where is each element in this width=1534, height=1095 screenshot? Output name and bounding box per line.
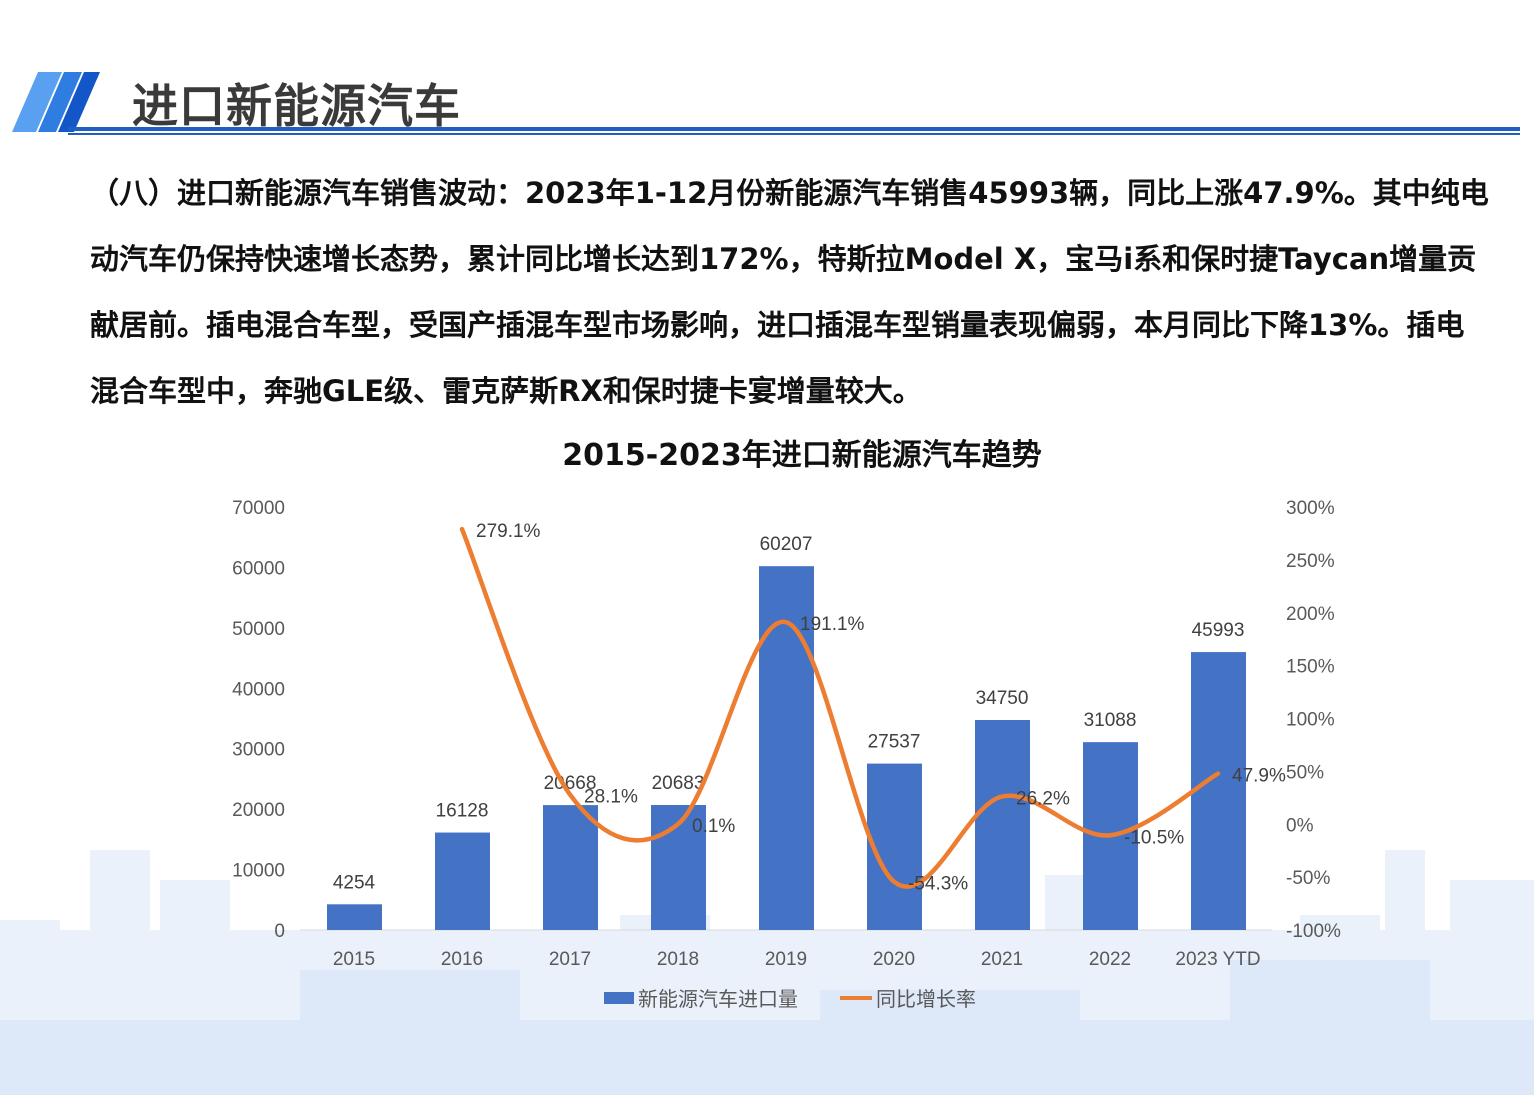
bar: [543, 805, 598, 930]
bar-data-label: 20668: [544, 773, 597, 794]
header-stripes-icon: [12, 72, 100, 132]
x-tick-label: 2019: [765, 949, 807, 970]
y-left-tick-label: 60000: [232, 558, 285, 579]
bar-data-label: 34750: [976, 688, 1029, 709]
summary-paragraph: （八）进口新能源汽车销售波动：2023年1-12月份新能源汽车销售45993辆，…: [90, 176, 1489, 408]
bar-data-label: 4254: [333, 872, 376, 893]
growth-rate-line: [459, 526, 1221, 889]
y-left-tick-label: 30000: [232, 740, 285, 761]
bar-data-label: 31088: [1084, 710, 1137, 731]
x-tick-label: 2023 YTD: [1175, 949, 1260, 970]
y-right-tick-label: -50%: [1286, 868, 1330, 889]
bar-data-label: 60207: [760, 534, 813, 555]
y-right-tick-label: 100%: [1286, 710, 1335, 731]
x-tick-label: 2018: [657, 949, 699, 970]
bar-data-label: 16128: [436, 801, 489, 822]
y-left-tick-label: 50000: [232, 619, 285, 640]
legend-line-label: 同比增长率: [876, 987, 976, 1011]
bar: [435, 832, 490, 930]
line-data-label: -54.3%: [908, 874, 968, 895]
header-underline: [68, 127, 1520, 131]
x-tick-label: 2017: [549, 949, 591, 970]
line-data-label: 279.1%: [476, 521, 541, 542]
line-data-label: 28.1%: [584, 787, 638, 808]
bar-data-label: 45993: [1192, 620, 1245, 641]
bar-data-label: 27537: [868, 732, 921, 753]
y-right-tick-label: 200%: [1286, 604, 1335, 625]
x-tick-label: 2022: [1089, 949, 1131, 970]
line-data-label: -10.5%: [1124, 827, 1184, 848]
y-right-tick-label: 300%: [1286, 498, 1335, 519]
y-left-tick-label: 0: [274, 921, 285, 942]
x-tick-label: 2021: [981, 949, 1023, 970]
bar-data-label: 20683: [652, 773, 705, 794]
line-data-label: 0.1%: [692, 816, 735, 837]
bar: [975, 720, 1030, 930]
y-right-tick-label: 0%: [1286, 815, 1314, 836]
y-right-tick-label: 50%: [1286, 762, 1324, 783]
x-tick-label: 2016: [441, 949, 483, 970]
y-left-tick-label: 10000: [232, 861, 285, 882]
y-left-tick-label: 20000: [232, 800, 285, 821]
bar: [759, 566, 814, 930]
x-tick-label: 2015: [333, 949, 375, 970]
x-tick-label: 2020: [873, 949, 915, 970]
y-left-tick-label: 40000: [232, 679, 285, 700]
bar: [327, 904, 382, 930]
header-underline-thin: [68, 133, 1520, 135]
bar: [867, 763, 922, 930]
y-right-tick-label: -100%: [1286, 921, 1341, 942]
line-data-label: 191.1%: [800, 614, 865, 635]
legend-bar-swatch: [604, 992, 634, 1004]
line-data-label: 47.9%: [1232, 766, 1286, 787]
legend-bar-label: 新能源汽车进口量: [638, 987, 798, 1011]
chart-title: 2015-2023年进口新能源汽车趋势: [562, 438, 1041, 473]
y-right-tick-label: 150%: [1286, 657, 1335, 678]
bar: [1191, 652, 1246, 930]
y-right-tick-label: 250%: [1286, 551, 1335, 572]
page-title: 进口新能源汽车: [132, 79, 461, 133]
y-left-tick-label: 70000: [232, 498, 285, 519]
line-data-label: 26.2%: [1016, 789, 1070, 810]
